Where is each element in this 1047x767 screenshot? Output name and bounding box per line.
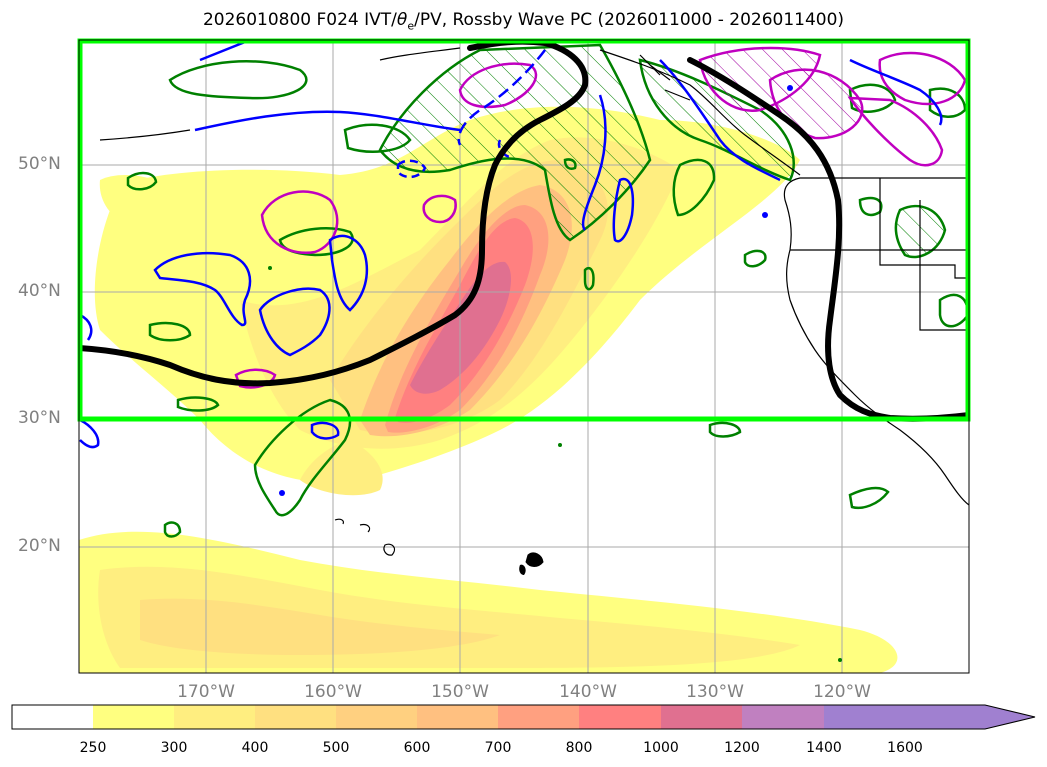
lon-label-140w: 140°W: [559, 682, 617, 702]
map-frame: [78, 39, 970, 674]
colorbar-bin-9: [742, 705, 824, 729]
graticule: [79, 40, 969, 673]
coastlines: [99, 47, 969, 556]
colorbar-bin-6: [498, 705, 579, 729]
lon-label-150w: 150°W: [431, 682, 489, 702]
map-title: 2026010800 F024 IVT/θe/PV, Rossby Wave P…: [202, 10, 845, 33]
colorbar-extend-arrow: [905, 705, 1035, 729]
lat-label-20n: 20°N: [18, 536, 61, 556]
colorbar-bin-3: [255, 705, 336, 729]
colorbar-label: 500: [322, 740, 350, 756]
colorbar-label: 1000: [643, 740, 679, 756]
colorbar-label: 600: [403, 740, 431, 756]
magenta-contours: [234, 46, 967, 389]
colorbar-label: 1600: [887, 740, 923, 756]
green-contours: [126, 60, 969, 538]
lon-label-160w: 160°W: [304, 682, 362, 702]
colorbar-label: 300: [160, 740, 188, 756]
colorbar-outline: [11, 704, 1036, 730]
colorbar-bin-7: [579, 705, 661, 729]
colorbar-bin-2: [174, 705, 255, 729]
colorbar: [11, 704, 1036, 730]
colorbar-bin-1: [93, 705, 174, 729]
colorbar-label: 800: [565, 740, 593, 756]
colorbar-label: 700: [484, 740, 512, 756]
colorbar-label: 1200: [724, 740, 760, 756]
colorbar-bin-4: [336, 705, 417, 729]
lat-label-40n: 40°N: [18, 281, 61, 301]
lon-label-130w: 130°W: [686, 682, 744, 702]
lon-label-120w: 120°W: [813, 682, 871, 702]
colorbar-bin-0: [12, 705, 93, 729]
hawaii-island: [525, 552, 544, 567]
hawaii-island-small: [519, 564, 526, 575]
lat-label-50n: 50°N: [18, 154, 61, 174]
colorbar-label: 250: [79, 740, 107, 756]
highlight-box: [77, 38, 971, 422]
reference-black-contour: [79, 40, 589, 387]
colorbar-bin-10: [824, 705, 905, 729]
colorbar-bin-8: [661, 705, 742, 729]
small-features: [268, 85, 842, 662]
lat-label-30n: 30°N: [18, 408, 61, 428]
colorbar-label: 1400: [806, 740, 842, 756]
map-area: [79, 40, 969, 673]
colorbar-label: 400: [241, 740, 269, 756]
colorbar-bin-5: [417, 705, 498, 729]
lon-label-170w: 170°W: [177, 682, 235, 702]
